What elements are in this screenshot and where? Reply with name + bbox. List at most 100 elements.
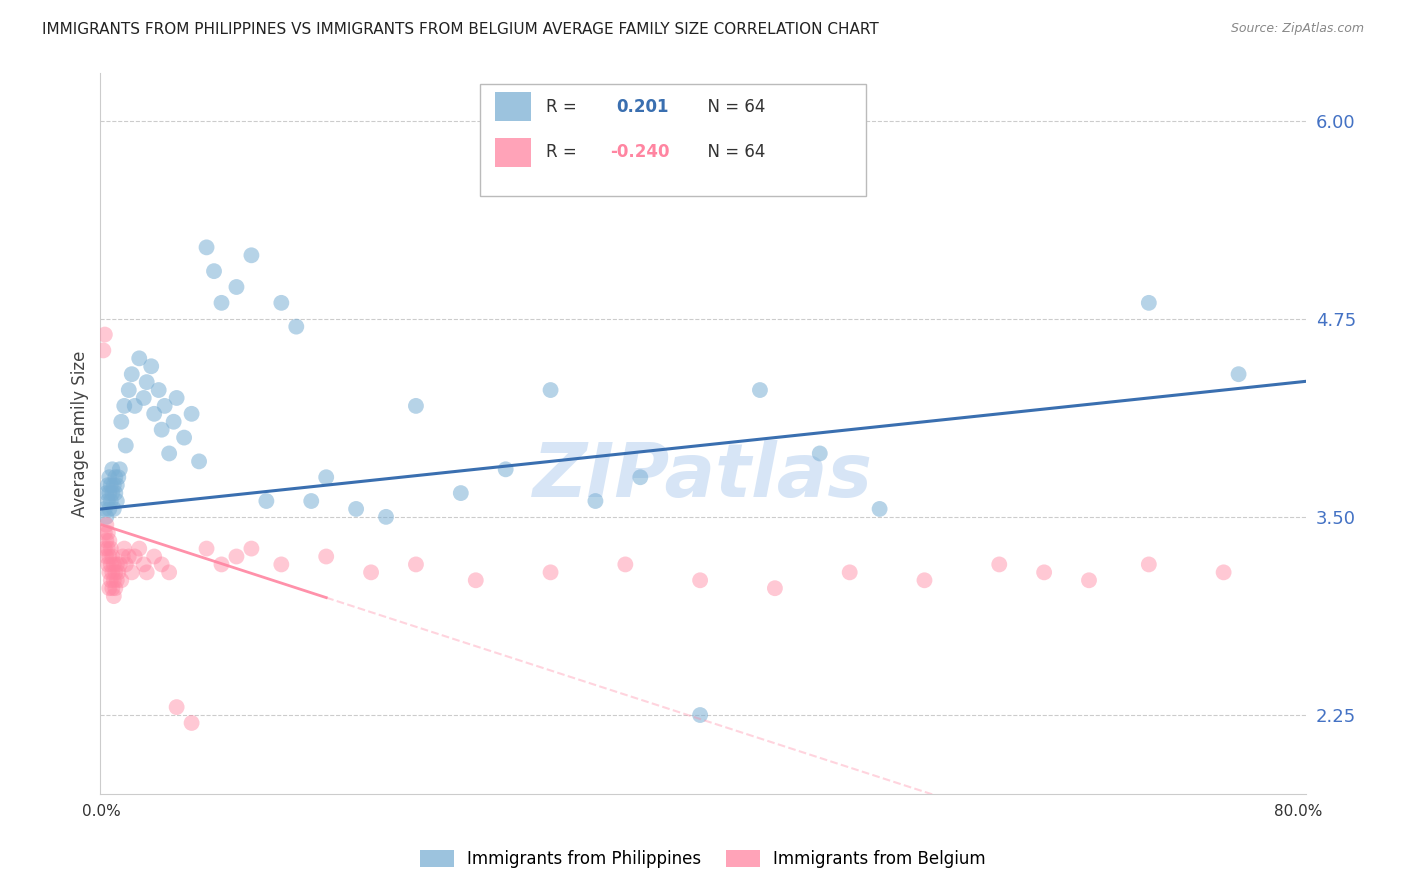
Point	[93, 343, 115, 358]
Point	[105, 478, 128, 492]
Text: -0.240: -0.240	[610, 144, 669, 161]
Point	[128, 541, 150, 556]
Point	[143, 549, 166, 564]
Point	[225, 549, 247, 564]
Point	[118, 383, 141, 397]
Point	[97, 558, 120, 572]
Point	[869, 502, 891, 516]
Point	[107, 566, 129, 580]
Text: N = 64: N = 64	[697, 144, 765, 161]
Point	[225, 280, 247, 294]
Point	[180, 715, 202, 730]
Point	[254, 494, 277, 508]
Point	[1227, 367, 1250, 381]
Point	[107, 470, 129, 484]
Point	[150, 423, 173, 437]
Point	[98, 486, 121, 500]
Point	[689, 708, 711, 723]
Point	[540, 383, 562, 397]
Point	[808, 446, 831, 460]
Point	[270, 296, 292, 310]
Point	[104, 581, 127, 595]
Point	[148, 383, 170, 397]
Point	[450, 486, 472, 500]
Point	[96, 533, 118, 548]
Point	[270, 558, 292, 572]
Point	[111, 549, 134, 564]
Point	[914, 574, 936, 588]
Point	[103, 574, 125, 588]
FancyBboxPatch shape	[479, 84, 866, 195]
Point	[211, 558, 233, 572]
Bar	[495, 93, 530, 121]
Point	[173, 431, 195, 445]
Point	[103, 502, 125, 516]
Point	[97, 525, 120, 540]
Point	[240, 541, 263, 556]
Point	[540, 566, 562, 580]
Text: R =: R =	[547, 144, 582, 161]
Point	[195, 541, 218, 556]
Point	[100, 478, 122, 492]
Point	[121, 566, 143, 580]
Text: ZIPatlas: ZIPatlas	[533, 441, 873, 514]
Point	[614, 558, 637, 572]
Point	[108, 462, 131, 476]
Point	[96, 486, 118, 500]
Point	[1078, 574, 1101, 588]
Point	[162, 415, 184, 429]
Point	[360, 566, 382, 580]
Point	[96, 549, 118, 564]
Point	[153, 399, 176, 413]
Point	[101, 462, 124, 476]
Point	[315, 470, 337, 484]
Point	[143, 407, 166, 421]
Point	[101, 486, 124, 500]
Point	[110, 415, 132, 429]
Point	[285, 319, 308, 334]
Point	[114, 558, 136, 572]
Point	[211, 296, 233, 310]
Text: Source: ZipAtlas.com: Source: ZipAtlas.com	[1230, 22, 1364, 36]
Point	[98, 502, 121, 516]
Y-axis label: Average Family Size: Average Family Size	[72, 351, 89, 516]
Point	[97, 478, 120, 492]
Point	[101, 549, 124, 564]
Point	[112, 541, 135, 556]
Point	[132, 558, 155, 572]
Point	[763, 581, 786, 595]
Point	[98, 566, 121, 580]
Point	[1033, 566, 1056, 580]
Point	[583, 494, 606, 508]
Bar	[495, 138, 530, 167]
Text: N = 64: N = 64	[697, 98, 765, 116]
Point	[103, 589, 125, 603]
Point	[135, 566, 157, 580]
Point	[495, 462, 517, 476]
Point	[110, 574, 132, 588]
Point	[104, 486, 127, 500]
Point	[240, 248, 263, 262]
Point	[104, 566, 127, 580]
Point	[100, 494, 122, 508]
Point	[405, 558, 427, 572]
Text: 0.201: 0.201	[616, 98, 669, 116]
Point	[188, 454, 211, 468]
Point	[103, 558, 125, 572]
Point	[150, 558, 173, 572]
Point	[98, 470, 121, 484]
Point	[114, 438, 136, 452]
Point	[1137, 558, 1160, 572]
Point	[118, 549, 141, 564]
Point	[141, 359, 163, 374]
Point	[988, 558, 1011, 572]
Point	[166, 700, 188, 714]
Point	[104, 470, 127, 484]
Point	[375, 509, 398, 524]
Text: IMMIGRANTS FROM PHILIPPINES VS IMMIGRANTS FROM BELGIUM AVERAGE FAMILY SIZE CORRE: IMMIGRANTS FROM PHILIPPINES VS IMMIGRANT…	[42, 22, 879, 37]
Point	[628, 470, 651, 484]
Point	[464, 574, 486, 588]
Point	[315, 549, 337, 564]
Point	[105, 494, 128, 508]
Point	[121, 367, 143, 381]
